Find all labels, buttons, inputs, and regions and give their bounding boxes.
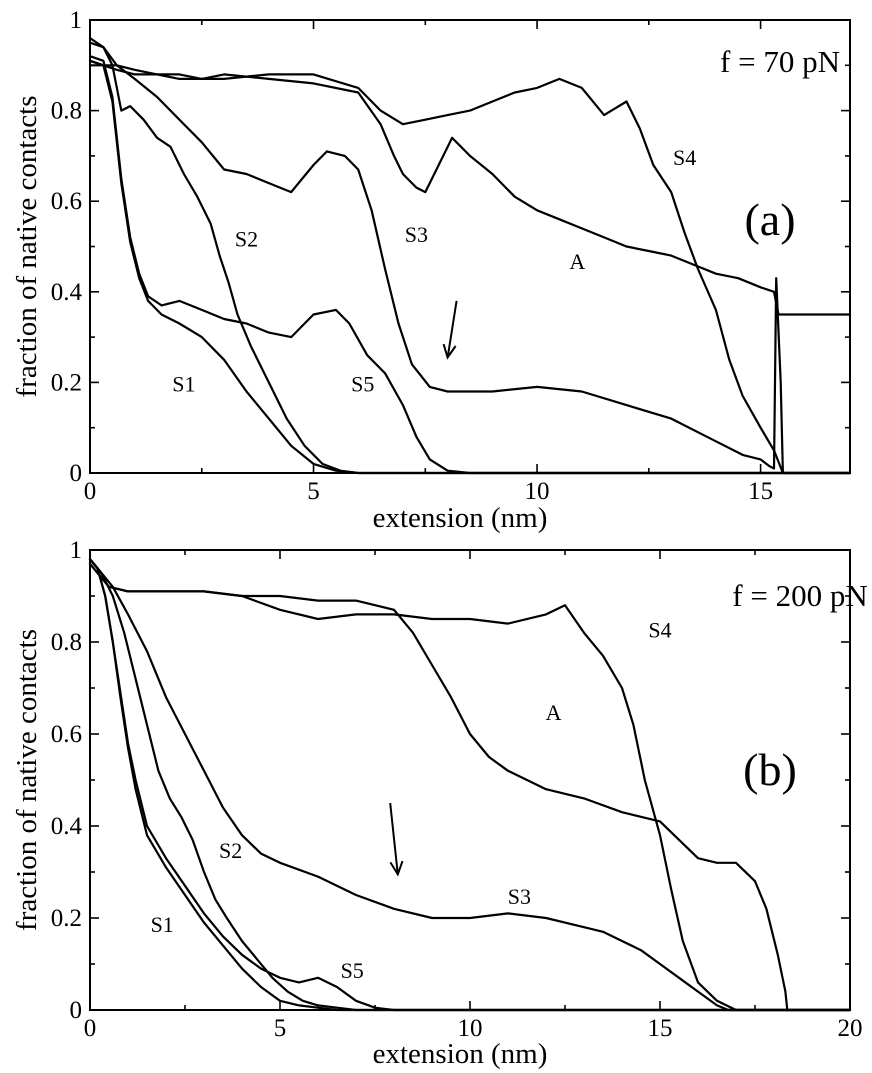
series-line-s2: [88, 558, 852, 1012]
series-line-s5: [88, 558, 852, 1012]
y-axis-title: fraction of native contacts: [11, 629, 43, 931]
y-tick-label: 0: [70, 460, 83, 487]
curve-label-s3: S3: [508, 884, 531, 909]
y-tick-label: 0.6: [51, 721, 82, 748]
arrow-shaft: [389, 802, 399, 875]
plot-frame: [89, 19, 851, 474]
series-line-a: [88, 562, 852, 1012]
x-tick-label: 15: [748, 478, 773, 505]
y-axis-title: fraction of native contacts: [11, 96, 43, 398]
arrow-head: [442, 343, 457, 360]
y-tick-label: 0.2: [51, 369, 82, 396]
x-tick-label: 5: [307, 478, 320, 505]
force-label: f = 70 pN: [720, 44, 840, 79]
curve-label-s3: S3: [405, 222, 428, 247]
x-tick-label: 15: [648, 1015, 673, 1042]
y-tick-label: 0.2: [51, 905, 82, 932]
x-tick-label: 5: [274, 1015, 287, 1042]
arrow-shaft: [446, 300, 458, 358]
y-tick-label: 0: [70, 997, 83, 1024]
x-tick-label: 10: [525, 478, 550, 505]
x-tick-label: 0: [84, 478, 97, 505]
y-tick-label: 0.4: [51, 279, 83, 306]
series-line-s3: [88, 41, 852, 475]
series-line-s4: [88, 562, 852, 1012]
y-tick-label: 0.4: [51, 813, 83, 840]
y-tick-label: 1: [70, 7, 83, 34]
x-axis-title: extension (nm): [373, 1038, 548, 1070]
curve-label-s4: S4: [673, 145, 696, 170]
x-tick-label: 20: [838, 1015, 863, 1042]
series-line-s3: [88, 558, 852, 1012]
x-tick-label: 0: [84, 1015, 97, 1042]
series-line-s5: [88, 55, 852, 475]
series-line-s2: [88, 37, 852, 475]
y-tick-label: 0.6: [51, 188, 82, 215]
series-line-s1: [88, 558, 852, 1012]
arrow-head: [389, 860, 404, 877]
curve-label-s1: S1: [172, 371, 195, 396]
curve-label-a: A: [546, 700, 562, 725]
panel-a: 0 5 10 15 0 0.2 0.4 0.6 0.8 1 extension (nm) fracti…: [11, 7, 852, 534]
y-tick-label: 0.8: [51, 629, 82, 656]
panel-label: (a): [744, 194, 795, 245]
curve-label-s2: S2: [219, 838, 242, 863]
x-tick-label: 10: [458, 1015, 483, 1042]
series-line-s1: [88, 59, 852, 475]
series-line-s4: [88, 64, 852, 475]
curve-label-s4: S4: [648, 617, 671, 642]
curve-label-s1: S1: [151, 912, 174, 937]
curve-label-a: A: [569, 249, 585, 274]
panel-b: 0 5 10 15 20 0 0.2 0.4 0.6 0.8 1 extension (nm) frac…: [11, 537, 868, 1070]
series-line-a: [88, 59, 852, 316]
y-tick-label: 0.8: [51, 98, 82, 125]
panel-label: (b): [743, 744, 797, 795]
curve-label-s5: S5: [341, 958, 364, 983]
curve-label-s5: S5: [351, 371, 374, 396]
curve-label-s2: S2: [235, 227, 258, 252]
y-tick-label: 1: [70, 537, 83, 564]
x-axis-title: extension (nm): [373, 502, 548, 534]
force-label: f = 200 pN: [732, 578, 867, 613]
